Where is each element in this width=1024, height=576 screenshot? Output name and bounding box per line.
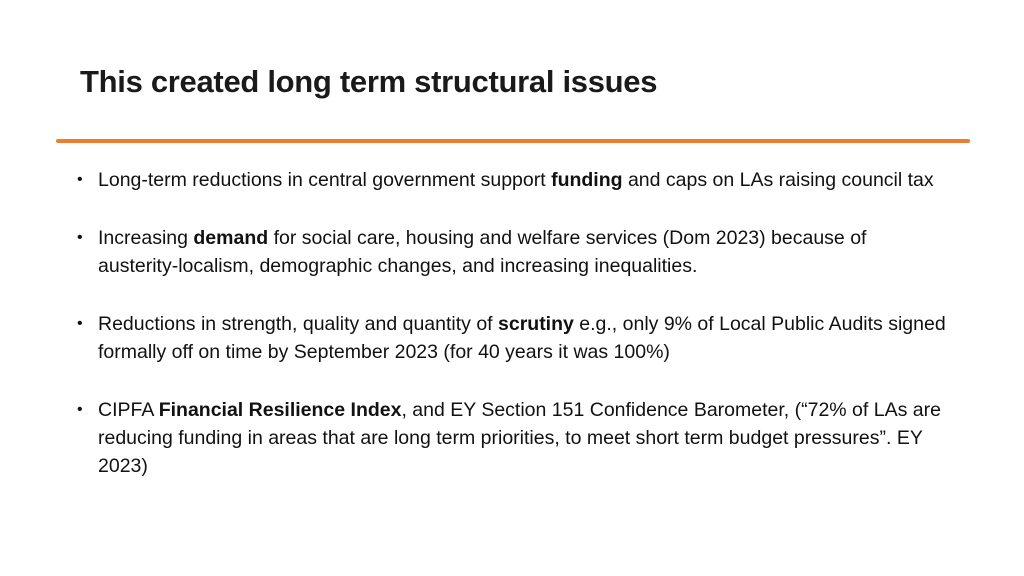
bullet-icon: •	[77, 315, 83, 332]
bullet-text: for social care, housing and welfare ser…	[98, 227, 867, 277]
bullet-icon: •	[77, 401, 83, 418]
bullet-resilience-index: • CIPFA Financial Resilience Index, and …	[72, 396, 952, 480]
bullet-keyword: funding	[551, 169, 623, 191]
slide-title: This created long term structural issues	[80, 64, 658, 99]
bullet-funding: • Long-term reductions in central govern…	[72, 166, 952, 194]
bullet-text: Reductions in strength, quality and quan…	[98, 313, 498, 335]
bullet-keyword: Financial Resilience Index	[158, 399, 402, 421]
bullet-scrutiny: • Reductions in strength, quality and qu…	[72, 310, 952, 366]
bullet-demand: • Increasing demand for social care, hou…	[72, 224, 952, 280]
bullet-keyword: demand	[193, 227, 269, 249]
bullet-text: Long-term reductions in central governme…	[98, 169, 552, 191]
bullet-keyword: scrutiny	[498, 313, 574, 335]
bullet-text: Increasing	[98, 227, 194, 249]
bullet-text: e.g., only 9% of Local Public Audits sig…	[98, 313, 946, 363]
bullet-list: • Long-term reductions in central govern…	[72, 166, 952, 480]
bullet-icon: •	[77, 171, 83, 188]
title-divider	[56, 139, 970, 143]
bullet-icon: •	[77, 229, 83, 246]
bullet-text: and caps on LAs raising council tax	[622, 169, 934, 191]
bullet-text: CIPFA	[98, 399, 159, 421]
bullet-text: , and EY Section 151 Confidence Baromete…	[98, 399, 941, 477]
